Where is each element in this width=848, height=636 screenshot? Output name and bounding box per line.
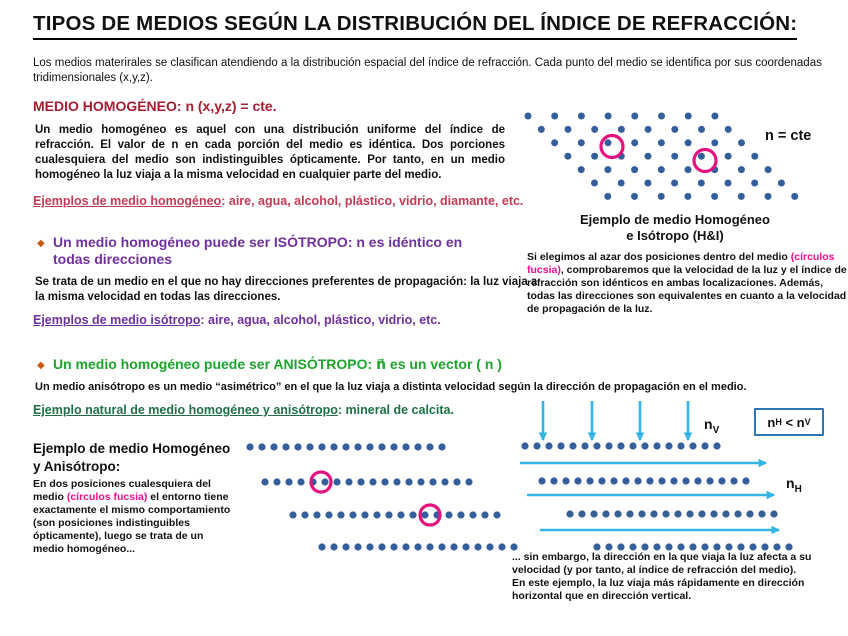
ha-note-text: En dos posiciones cualesquiera del medio <box>33 478 211 503</box>
isotropic-body: Se trata de un medio en el que no hay di… <box>35 276 538 303</box>
homogeneous-heading: MEDIO HOMOGÉNEO: n (x,y,z) = cte. <box>33 98 277 114</box>
isotropic-heading-line2: todas direcciones <box>53 251 173 267</box>
nv-label: nV <box>704 416 719 436</box>
hi-figure-note: Si elegimos al azar dos posiciones dentr… <box>527 251 848 316</box>
ha-note-text-after: el entorno tiene exactamente el mismo co… <box>33 491 231 555</box>
isotropic-examples-list: : aire, agua, alcohol, plástico, vidrio,… <box>200 313 441 327</box>
ha-dot-lattice <box>246 442 793 551</box>
homogeneous-examples-list: : aire, agua, alcohol, plástico, vidrio,… <box>221 194 524 208</box>
n-cte-label: n = cte <box>765 128 812 144</box>
hi-note-text: Si elegimos al azar dos posiciones dentr… <box>527 251 791 263</box>
isotropic-examples-line: Ejemplos de medio isótropo: aire, agua, … <box>33 313 441 327</box>
ha-figure-footnote: ... sin embargo, la dirección en la que … <box>512 551 812 602</box>
ineq-right-base: n <box>796 414 805 430</box>
hi-note-text-after: , comprobaremos que la velocidad de la l… <box>527 264 847 315</box>
nh-sub: H <box>794 483 802 495</box>
ineq-right-sub: V <box>804 417 811 427</box>
homogeneous-body: Un medio homogéneo es aquel con una dist… <box>35 124 505 181</box>
anisotropic-example-rest: : mineral de calcita. <box>337 403 454 417</box>
ha-heading-line2: y Anisótropo: <box>33 458 121 474</box>
hi-dot-lattice <box>524 112 799 200</box>
ha-figure-note: En dos posiciones cualesquiera del medio… <box>33 478 237 556</box>
isotropic-heading: Un medio homogéneo puede ser ISÓTROPO: n… <box>53 234 462 268</box>
anisotropic-body: Un medio anisótropo es un medio “asimétr… <box>35 381 747 393</box>
light-direction-arrows <box>520 401 781 535</box>
ineq-left-base: n <box>767 414 776 430</box>
isotropic-examples-label: Ejemplos de medio isótropo <box>33 313 201 327</box>
hi-caption-line2: e Isótropo (H&I) <box>626 228 724 243</box>
homogeneous-examples-label: Ejemplos de medio homogéneo <box>33 194 222 208</box>
anisotropic-heading: Un medio homogéneo puede ser ANISÓTROPO:… <box>53 356 502 372</box>
hi-figure-caption: Ejemplo de medio Homogéneo e Isótropo (H… <box>545 212 805 244</box>
ineq-op: < <box>781 414 797 430</box>
ha-heading-line1: Ejemplo de medio Homogéneo <box>33 441 231 456</box>
nv-sub: V <box>712 424 720 436</box>
isotropic-heading-line1: Un medio homogéneo puede ser ISÓTROPO: n… <box>53 234 463 250</box>
intro-paragraph: Los medios materirales se clasifican ate… <box>33 57 822 84</box>
ha-figure-heading: Ejemplo de medio Homogéneo y Anisótropo: <box>33 440 230 475</box>
hi-note-fucsia: (círculos fucsia) <box>527 251 835 276</box>
ha-note-fucsia: (círculos fucsia) <box>66 491 148 503</box>
nh-label: nH <box>786 475 802 495</box>
homogeneous-examples-line: Ejemplos de medio homogéneo: aire, agua,… <box>33 194 523 208</box>
ineq-left-sub: H <box>775 417 782 427</box>
diamond-bullet-icon: ◆ <box>37 360 45 371</box>
nh-base: n <box>786 475 795 491</box>
anisotropic-example-label: Ejemplo natural de medio homogéneo y ani… <box>33 403 338 417</box>
page-title: TIPOS DE MEDIOS SEGÚN LA DISTRIBUCIÓN DE… <box>33 12 798 40</box>
hi-caption-line1: Ejemplo de medio Homogéneo <box>580 212 770 227</box>
nv-base: n <box>704 416 713 432</box>
diamond-bullet-icon: ◆ <box>37 238 45 249</box>
anisotropic-example-line: Ejemplo natural de medio homogéneo y ani… <box>33 403 454 417</box>
